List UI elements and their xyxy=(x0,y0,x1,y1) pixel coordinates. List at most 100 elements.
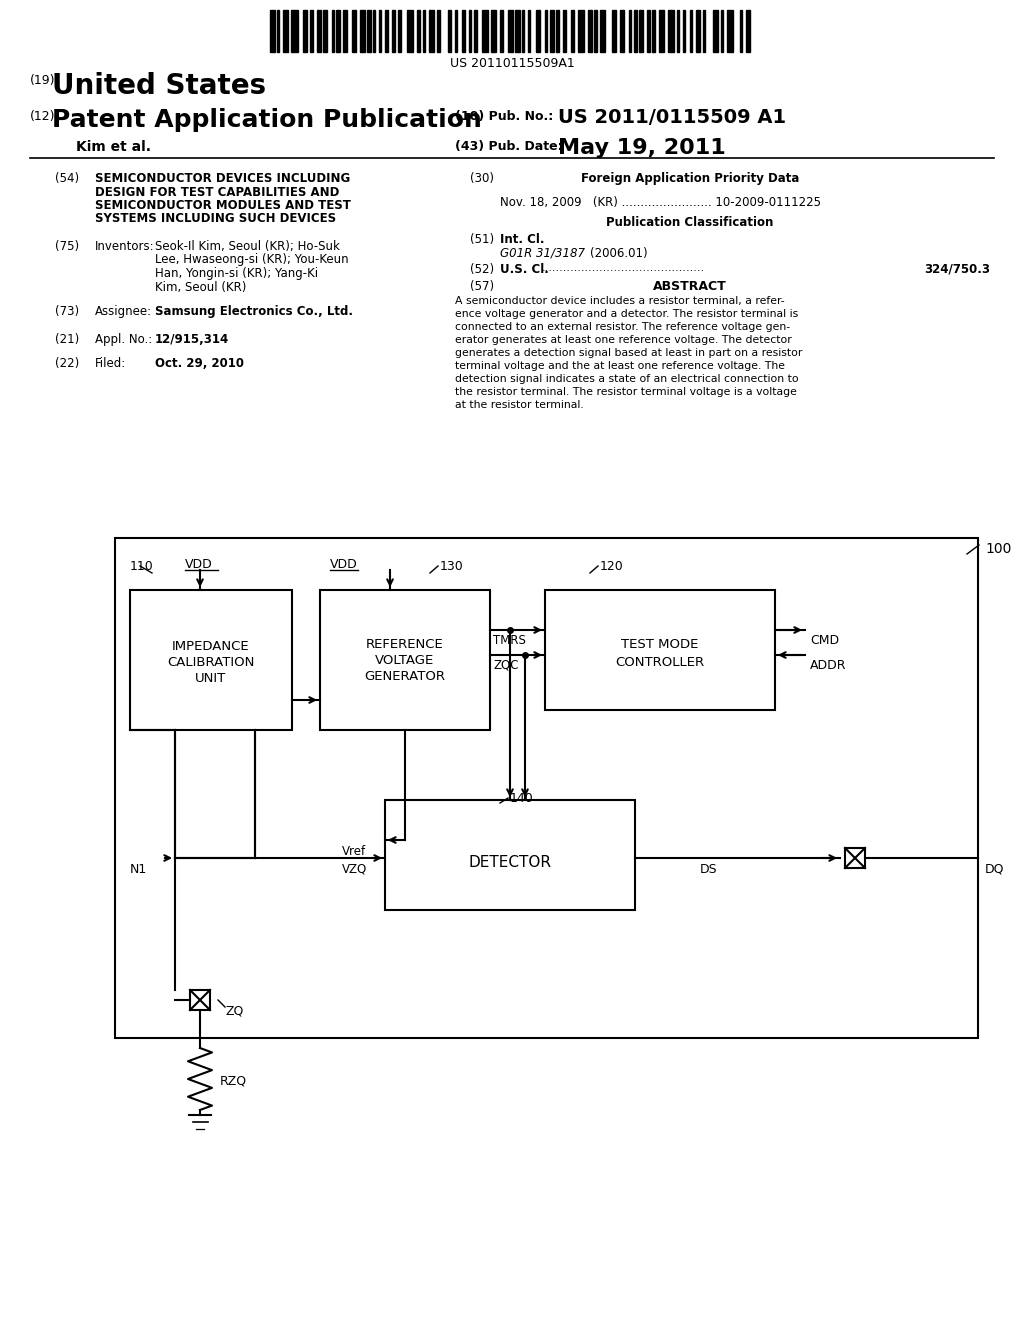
Text: generates a detection signal based at least in part on a resistor: generates a detection signal based at le… xyxy=(455,348,803,358)
Text: RZQ: RZQ xyxy=(220,1074,247,1088)
Text: TEST MODE: TEST MODE xyxy=(622,638,698,651)
Bar xyxy=(336,11,340,51)
Bar xyxy=(556,11,559,51)
Bar xyxy=(351,11,356,51)
Text: (73): (73) xyxy=(55,305,79,318)
Bar xyxy=(469,11,471,51)
Bar xyxy=(621,11,624,51)
Bar xyxy=(522,11,524,51)
Bar xyxy=(278,11,280,51)
Text: (51): (51) xyxy=(470,234,495,246)
Text: CALIBRATION: CALIBRATION xyxy=(167,656,255,669)
Bar xyxy=(659,11,664,51)
Text: IMPEDANCE: IMPEDANCE xyxy=(172,640,250,653)
Text: Lee, Hwaseong-si (KR); You-Keun: Lee, Hwaseong-si (KR); You-Keun xyxy=(155,253,348,267)
Bar xyxy=(379,11,381,51)
Bar xyxy=(639,11,643,51)
Bar xyxy=(291,11,298,51)
Bar xyxy=(455,11,457,51)
Bar xyxy=(515,11,520,51)
Text: U.S. Cl.: U.S. Cl. xyxy=(500,263,549,276)
Bar xyxy=(727,11,733,51)
Text: GENERATOR: GENERATOR xyxy=(365,671,445,682)
Text: 100: 100 xyxy=(985,543,1012,556)
Bar xyxy=(462,11,465,51)
Bar xyxy=(319,590,490,730)
Bar xyxy=(652,11,654,51)
Text: US 20110115509A1: US 20110115509A1 xyxy=(450,57,574,70)
Text: 110: 110 xyxy=(130,560,154,573)
Text: Inventors:: Inventors: xyxy=(95,240,155,253)
Text: Nov. 18, 2009   (KR) ........................ 10-2009-0111225: Nov. 18, 2009 (KR) .....................… xyxy=(500,195,821,209)
Bar xyxy=(647,11,650,51)
Bar xyxy=(745,11,751,51)
Bar xyxy=(332,11,334,51)
Text: Foreign Application Priority Data: Foreign Application Priority Data xyxy=(581,172,799,185)
Bar xyxy=(437,11,440,51)
Text: erator generates at least one reference voltage. The detector: erator generates at least one reference … xyxy=(455,335,792,345)
Text: (19): (19) xyxy=(30,74,55,87)
Bar xyxy=(629,11,631,51)
Bar xyxy=(578,11,584,51)
Text: (30): (30) xyxy=(470,172,494,185)
Bar xyxy=(115,539,978,1038)
Text: (21): (21) xyxy=(55,333,79,346)
Bar xyxy=(612,11,615,51)
Text: Assignee:: Assignee: xyxy=(95,305,153,318)
Text: VOLTAGE: VOLTAGE xyxy=(376,653,434,667)
Bar xyxy=(551,11,554,51)
Text: Patent Application Publication: Patent Application Publication xyxy=(52,108,482,132)
Bar xyxy=(739,11,742,51)
Text: 120: 120 xyxy=(600,560,624,573)
Bar xyxy=(635,11,637,51)
Bar xyxy=(283,11,288,51)
Bar xyxy=(190,990,210,1010)
Text: (22): (22) xyxy=(55,356,79,370)
Text: REFERENCE: REFERENCE xyxy=(367,638,443,651)
Text: US 2011/0115509 A1: US 2011/0115509 A1 xyxy=(558,108,786,127)
Text: (2006.01): (2006.01) xyxy=(590,247,647,260)
Bar xyxy=(594,11,597,51)
Bar xyxy=(677,11,680,51)
Text: 324/750.3: 324/750.3 xyxy=(924,263,990,276)
Text: CONTROLLER: CONTROLLER xyxy=(615,656,705,669)
Bar xyxy=(696,11,699,51)
Text: ADDR: ADDR xyxy=(810,659,847,672)
Bar xyxy=(721,11,723,51)
Text: VDD: VDD xyxy=(330,558,357,572)
Text: at the resistor terminal.: at the resistor terminal. xyxy=(455,400,584,411)
Text: Appl. No.:: Appl. No.: xyxy=(95,333,153,346)
Bar xyxy=(589,11,592,51)
Bar xyxy=(492,11,496,51)
Bar xyxy=(545,11,547,51)
Text: G01R 31/3187: G01R 31/3187 xyxy=(500,247,585,260)
Text: ence voltage generator and a detector. The resistor terminal is: ence voltage generator and a detector. T… xyxy=(455,309,799,319)
Bar xyxy=(500,11,503,51)
Bar xyxy=(703,11,706,51)
Text: (57): (57) xyxy=(470,280,495,293)
Bar xyxy=(310,11,312,51)
Text: .............................................: ........................................… xyxy=(542,263,706,273)
Text: N1: N1 xyxy=(130,863,147,876)
Text: Oct. 29, 2010: Oct. 29, 2010 xyxy=(155,356,244,370)
Text: VDD: VDD xyxy=(185,558,213,572)
Text: Seok-Il Kim, Seoul (KR); Ho-Suk: Seok-Il Kim, Seoul (KR); Ho-Suk xyxy=(155,240,340,253)
Bar xyxy=(324,11,327,51)
Text: DS: DS xyxy=(700,863,718,876)
Text: (52): (52) xyxy=(470,263,495,276)
Bar xyxy=(373,11,376,51)
Text: VZQ: VZQ xyxy=(342,863,368,876)
Text: terminal voltage and the at least one reference voltage. The: terminal voltage and the at least one re… xyxy=(455,360,785,371)
Bar xyxy=(473,11,477,51)
Text: CMD: CMD xyxy=(810,634,839,647)
Bar xyxy=(570,11,574,51)
Text: Publication Classification: Publication Classification xyxy=(606,216,774,228)
Text: Han, Yongin-si (KR); Yang-Ki: Han, Yongin-si (KR); Yang-Ki xyxy=(155,267,318,280)
Text: SYSTEMS INCLUDING SUCH DEVICES: SYSTEMS INCLUDING SUCH DEVICES xyxy=(95,213,336,226)
Bar xyxy=(482,11,487,51)
Text: Vref: Vref xyxy=(342,845,367,858)
Bar xyxy=(537,11,540,51)
Text: Kim et al.: Kim et al. xyxy=(76,140,151,154)
Text: ABSTRACT: ABSTRACT xyxy=(653,280,727,293)
Bar xyxy=(545,590,775,710)
